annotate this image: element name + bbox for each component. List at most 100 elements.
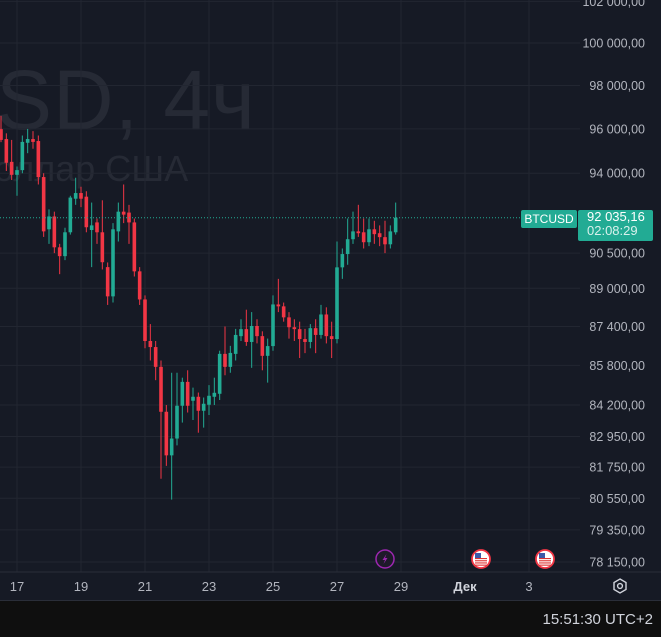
candle [217, 350, 222, 401]
y-axis-tick-label: 90 500,00 [589, 247, 645, 261]
candle [127, 204, 131, 244]
watermark-symbol: SD, 4ч [0, 53, 256, 147]
flag-stripe [475, 562, 487, 564]
candle-body [0, 129, 3, 140]
candle-body [175, 405, 179, 439]
symbol-label: BTCUSD [521, 210, 577, 228]
candle-body [143, 299, 147, 341]
candle-body [313, 328, 318, 335]
candle-body [249, 326, 254, 342]
candle [169, 372, 174, 500]
candle-body [25, 139, 30, 143]
candle [212, 377, 217, 406]
candle [0, 115, 3, 143]
candle [356, 204, 361, 237]
candle [180, 377, 185, 423]
flag-stripe [539, 564, 551, 566]
candlestick-chart[interactable]: 102 000,00 100 000,00 98 000,00 96 000,00 94… [0, 0, 661, 600]
x-axis-tick-label: 19 [74, 579, 88, 594]
flag-stripe [539, 558, 551, 560]
candle [303, 328, 307, 354]
candle-body [111, 229, 115, 297]
candle [47, 209, 51, 244]
candle-body [9, 161, 14, 175]
candle-body [89, 225, 94, 230]
candle-body [207, 395, 211, 405]
candle-body [319, 314, 323, 335]
candle-body [41, 177, 46, 232]
candle [143, 295, 147, 349]
candle [249, 312, 254, 368]
candle [340, 248, 345, 279]
candle-body [100, 232, 105, 263]
candle-body [276, 304, 281, 307]
y-axis-tick-label: 98 000,00 [589, 79, 645, 93]
candle-body [233, 334, 238, 354]
candle [36, 135, 41, 185]
candle-body [388, 231, 393, 245]
candle-body [335, 267, 339, 340]
candle-body [196, 396, 201, 411]
settings-icon[interactable] [611, 577, 629, 595]
candle [292, 319, 297, 341]
candle [367, 218, 371, 247]
candle [116, 202, 121, 242]
x-axis-tick-label: Дек [453, 579, 477, 594]
x-axis-tick-label: 25 [266, 579, 280, 594]
x-axis-tick-label: 29 [394, 579, 408, 594]
candle-body [281, 306, 286, 318]
candle-body [329, 336, 334, 340]
candle-body [180, 381, 185, 406]
y-axis-tick-label: 85 800,00 [589, 359, 645, 373]
candle-body [265, 346, 270, 356]
candle [223, 326, 227, 376]
candle [175, 372, 179, 446]
candle-body [217, 353, 222, 394]
candle [121, 184, 126, 224]
candle [276, 278, 281, 313]
flag-canton [475, 553, 481, 558]
candle-body [20, 141, 25, 171]
watermark-description: оллар США [0, 148, 189, 189]
candle [191, 387, 195, 421]
candle [20, 135, 25, 174]
clock-timezone[interactable]: 15:51:30 UTC+2 [542, 611, 654, 628]
candle-body [137, 271, 142, 300]
y-axis-tick-label: 84 200,00 [589, 399, 645, 413]
candle [52, 211, 57, 254]
candle [105, 262, 110, 305]
y-axis-tick-label: 80 550,00 [589, 492, 645, 506]
candle-body [68, 197, 73, 233]
candle-body [15, 170, 19, 175]
candle-body [164, 411, 169, 456]
flag-stripe [475, 564, 487, 566]
candle-body [303, 339, 307, 342]
candle [57, 243, 62, 275]
candle [153, 340, 158, 381]
candle-body [185, 381, 190, 406]
candle-body [95, 222, 99, 233]
candle-body [116, 211, 121, 232]
candle [15, 166, 19, 196]
candle [324, 307, 329, 344]
candle [345, 218, 350, 265]
candle-body [191, 396, 195, 401]
candle-body [132, 222, 137, 272]
candle [281, 302, 286, 322]
candle [111, 223, 115, 303]
candle [377, 225, 382, 247]
y-axis-tick-label: 100 000,00 [582, 37, 645, 51]
bar-countdown: 02:08:29 [587, 223, 638, 238]
chart-pane[interactable]: SD, 4ч оллар США 102 000,00 100 000,00 98 … [0, 0, 661, 600]
candle [159, 360, 163, 479]
candle [4, 133, 9, 172]
candle [228, 345, 233, 373]
candle [271, 295, 275, 351]
y-axis-tick-label: 96 000,00 [589, 122, 645, 136]
candle [319, 304, 323, 339]
y-axis-tick-label: 81 750,00 [589, 461, 645, 475]
candle [201, 397, 206, 428]
candle [41, 173, 46, 237]
candle [31, 131, 35, 149]
candle-body [377, 233, 382, 238]
